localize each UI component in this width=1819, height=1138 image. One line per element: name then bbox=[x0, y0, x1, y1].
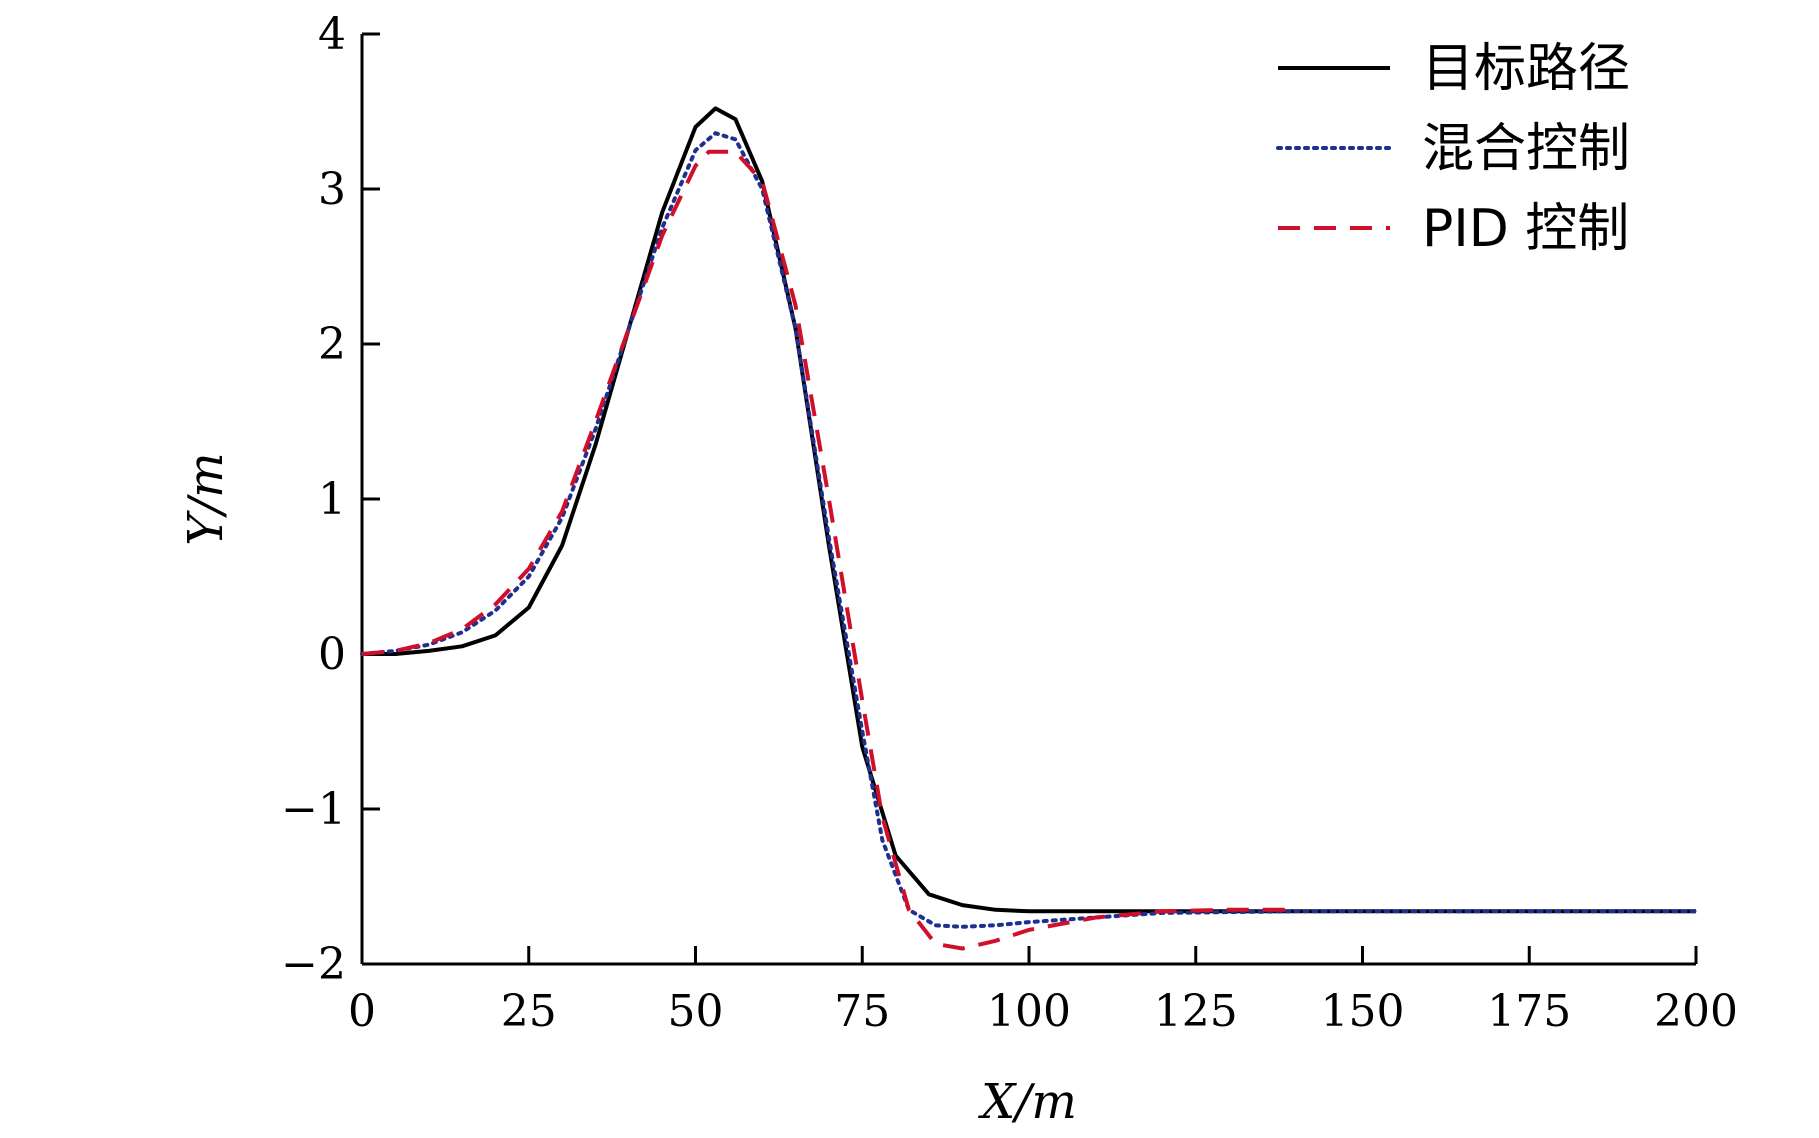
legend-label-2: PID 控制 bbox=[1422, 199, 1629, 259]
y-tick-label: −1 bbox=[281, 784, 346, 835]
x-tick-label: 50 bbox=[668, 986, 724, 1037]
legend-label-0: 目标路径 bbox=[1422, 39, 1630, 99]
x-tick-label: 0 bbox=[348, 986, 376, 1037]
y-tick-label: 3 bbox=[318, 164, 346, 215]
x-tick-label: 200 bbox=[1654, 986, 1738, 1037]
series-layer bbox=[360, 106, 1698, 951]
series-line-2 bbox=[361, 149, 1296, 951]
x-tick-label: 25 bbox=[501, 986, 557, 1037]
x-tick-label: 125 bbox=[1154, 986, 1238, 1037]
y-tick-label: −2 bbox=[281, 939, 346, 990]
axes: 0 25 50 75 100 125 150 175 200 −2 −1 0 1 2 3 4 X/m Y/m bbox=[178, 9, 1738, 1130]
x-tick-label: 75 bbox=[834, 986, 890, 1037]
series-line-1 bbox=[360, 131, 1698, 929]
y-tick-label: 0 bbox=[318, 629, 346, 680]
y-tick-label: 1 bbox=[318, 474, 346, 525]
x-tick-label: 100 bbox=[987, 986, 1071, 1037]
y-tick-label: 4 bbox=[318, 9, 346, 60]
x-tick-label: 175 bbox=[1487, 986, 1571, 1037]
x-axis-title: X/m bbox=[977, 1074, 1077, 1130]
y-axis-title: Y/m bbox=[178, 452, 234, 545]
y-tick-label: 2 bbox=[318, 319, 346, 370]
x-tick-label: 150 bbox=[1321, 986, 1405, 1037]
legend-label-1: 混合控制 bbox=[1422, 119, 1630, 179]
